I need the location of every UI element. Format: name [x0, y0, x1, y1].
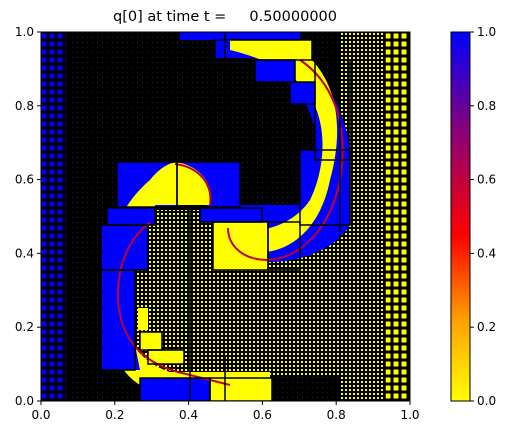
- colorbar-tick: 1.0: [470, 25, 496, 39]
- chart-title: q[0] at time t = 0.50000000: [113, 9, 337, 25]
- colorbar-tick-label: 1.0: [477, 25, 496, 39]
- yellow-patch-4: [148, 350, 184, 364]
- interface-upper: [227, 59, 344, 262]
- x-tick: 0.4: [179, 401, 198, 422]
- blue-block-right: [290, 82, 315, 104]
- colorbar-gradient: [450, 31, 471, 402]
- colorbar-tick: 0.0: [470, 394, 496, 408]
- yellow-patch-1: [213, 222, 268, 270]
- x-tick: 0.6: [253, 401, 272, 422]
- colorbar-tick: 0.4: [470, 246, 496, 260]
- blue-swirl-lower: [101, 225, 148, 370]
- x-tick-label: 0.4: [179, 408, 198, 422]
- colorbar-tick-label: 0.6: [477, 173, 496, 187]
- y-tick-label: 0.6: [15, 173, 34, 187]
- y-tick: 1.0: [15, 25, 41, 39]
- y-tick-label: 0.0: [15, 394, 34, 408]
- x-tick: 0.0: [31, 401, 51, 422]
- y-tick: 0.8: [15, 99, 41, 113]
- colorbar-tick: 0.8: [470, 99, 496, 113]
- x-axis: 0.0 0.2 0.4 0.6 0.8 1.0: [31, 401, 420, 422]
- y-tick-label: 0.8: [15, 99, 34, 113]
- y-tick: 0.6: [15, 173, 41, 187]
- plot-area: [41, 32, 410, 401]
- x-tick: 1.0: [400, 401, 420, 422]
- x-tick-label: 0.2: [105, 408, 124, 422]
- blue-center-band: [200, 208, 262, 222]
- y-tick-label: 1.0: [15, 25, 34, 39]
- x-tick: 0.2: [105, 401, 124, 422]
- y-tick: 0.4: [15, 246, 41, 260]
- plot-frame: [40, 31, 411, 402]
- colorbar-tick-label: 0.8: [477, 99, 496, 113]
- y-tick-label: 0.4: [15, 246, 34, 260]
- x-tick: 0.8: [327, 401, 346, 422]
- colorbar-tick-label: 0.2: [477, 320, 496, 334]
- blue-left-band: [107, 208, 155, 225]
- mesh-patch-outlines: [66, 32, 386, 401]
- y-tick: 0.2: [15, 320, 41, 334]
- x-tick-label: 0.8: [327, 408, 346, 422]
- y-tick: 0.0: [15, 394, 41, 408]
- colorbar-tick: 0.2: [470, 320, 496, 334]
- x-tick-label: 0.6: [253, 408, 272, 422]
- blue-top-block: [255, 60, 295, 82]
- colorbar-tick-label: 0.4: [477, 246, 496, 260]
- right-yellow-strip: [385, 32, 410, 401]
- y-tick-label: 0.2: [15, 320, 34, 334]
- left-blue-strip: [41, 32, 67, 401]
- x-tick-label: 1.0: [400, 408, 419, 422]
- colorbar-tick: 0.6: [470, 173, 496, 187]
- colorbar-tick-label: 0.0: [477, 394, 496, 408]
- y-axis: 0.0 0.2 0.4 0.6 0.8 1.0: [15, 25, 41, 408]
- colorbar: 0.0 0.2 0.4 0.6 0.8 1.0: [450, 25, 496, 408]
- blue-bottom-block: [140, 378, 210, 401]
- yellow-patch-2: [138, 308, 148, 330]
- yellow-patch-3: [140, 332, 162, 350]
- x-tick-label: 0.0: [31, 408, 50, 422]
